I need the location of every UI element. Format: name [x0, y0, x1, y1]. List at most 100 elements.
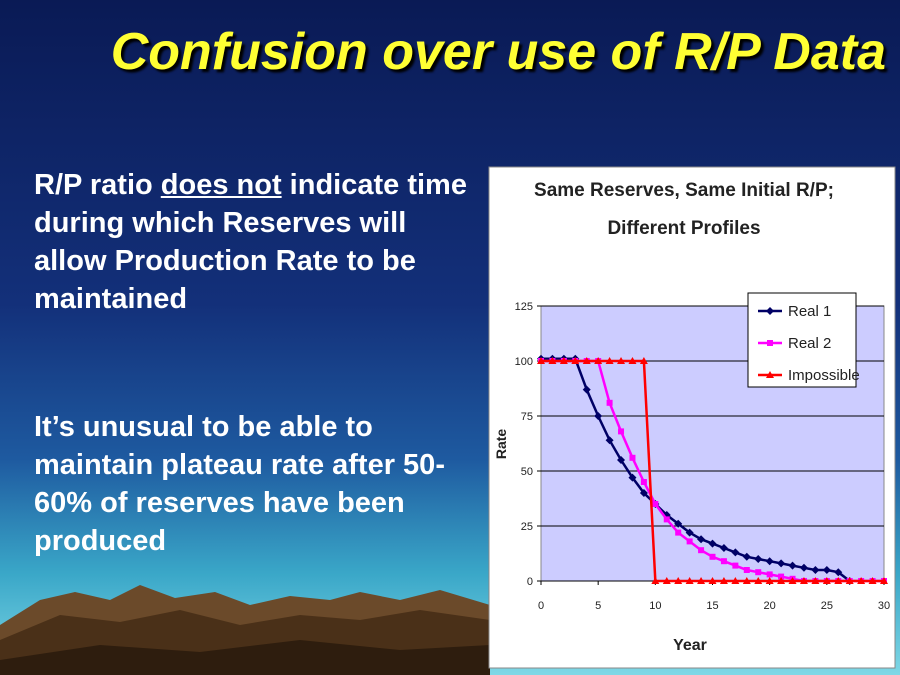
- data-point: [663, 516, 670, 523]
- data-point: [788, 561, 797, 570]
- data-point: [766, 571, 773, 578]
- data-point: [732, 562, 739, 569]
- data-point: [709, 553, 716, 560]
- data-point: [548, 357, 557, 364]
- data-point: [628, 357, 637, 364]
- legend-label: Real 2: [788, 335, 831, 352]
- bullet-text: R/P ratio: [34, 169, 161, 201]
- data-point: [662, 577, 671, 584]
- legend-marker: [767, 340, 773, 346]
- data-point: [651, 577, 660, 584]
- legend-marker: [766, 371, 774, 378]
- x-tick-label: 0: [538, 600, 544, 612]
- bullet-text: indicate time during which Reserves will…: [34, 169, 467, 315]
- data-point: [674, 519, 683, 528]
- data-point: [708, 577, 717, 584]
- data-point: [537, 357, 545, 364]
- data-point: [582, 385, 591, 394]
- data-point: [708, 539, 717, 548]
- x-tick-label: 20: [764, 600, 776, 612]
- data-point: [617, 357, 626, 364]
- data-point: [685, 528, 694, 537]
- data-point: [799, 577, 808, 584]
- data-point: [742, 552, 751, 561]
- data-point: [686, 538, 693, 545]
- legend-box: [747, 292, 857, 388]
- data-point: [697, 535, 706, 544]
- data-point: [755, 569, 762, 576]
- data-point: [765, 577, 774, 584]
- data-point: [719, 544, 728, 552]
- y-tick-label: 0: [527, 576, 533, 588]
- data-point: [698, 547, 705, 554]
- slide-title: Confusion over use of R/P Data: [110, 23, 886, 81]
- data-point: [594, 412, 603, 420]
- series-line: [541, 357, 851, 582]
- data-point: [618, 428, 625, 435]
- data-point: [628, 473, 637, 482]
- y-tick-label: 25: [521, 521, 533, 533]
- data-point: [811, 566, 820, 574]
- data-point: [777, 559, 786, 568]
- x-tick-label: 5: [595, 600, 601, 612]
- bullet: It’s unusual to be able to maintain plat…: [34, 408, 474, 560]
- data-point: [811, 577, 820, 584]
- data-point: [788, 577, 797, 584]
- y-tick-label: 100: [515, 356, 533, 368]
- data-point: [652, 501, 659, 507]
- data-point: [582, 357, 591, 364]
- x-axis-label: Year: [673, 637, 707, 654]
- data-point: [822, 577, 831, 584]
- legend-label: Real 1: [788, 303, 831, 320]
- data-point: [799, 563, 808, 572]
- data-point: [640, 479, 647, 485]
- data-point: [834, 568, 843, 577]
- data-point: [605, 357, 614, 364]
- data-point: [675, 529, 682, 536]
- y-tick-label: 125: [515, 301, 533, 313]
- bullet-text: It’s unusual to be able to maintain plat…: [34, 411, 445, 557]
- x-tick-label: 25: [821, 600, 833, 612]
- y-tick-label: 50: [521, 466, 533, 478]
- data-point: [606, 399, 613, 406]
- data-point: [778, 573, 785, 580]
- data-point: [674, 577, 683, 584]
- y-axis-label: Rate: [493, 429, 509, 460]
- data-point: [629, 454, 636, 461]
- data-point: [720, 558, 727, 565]
- data-point: [731, 577, 740, 584]
- data-point: [617, 456, 626, 464]
- y-tick-label: 75: [521, 411, 533, 423]
- chart-title: Same Reserves, Same Initial R/P;: [534, 180, 834, 201]
- data-point: [639, 489, 648, 497]
- data-point: [594, 357, 603, 364]
- data-point: [731, 548, 740, 557]
- data-point: [754, 577, 763, 584]
- data-point: [559, 357, 568, 364]
- data-point: [742, 577, 751, 584]
- data-point: [868, 577, 877, 584]
- data-point: [743, 567, 750, 573]
- data-point: [639, 357, 648, 364]
- data-point: [605, 436, 614, 445]
- data-point: [880, 577, 888, 584]
- data-point: [754, 555, 763, 563]
- data-point: [845, 577, 854, 584]
- data-point: [777, 577, 786, 584]
- x-tick-label: 30: [878, 600, 890, 612]
- legend-label: Impossible: [788, 367, 860, 384]
- data-point: [765, 557, 774, 566]
- x-tick-label: 10: [649, 600, 661, 612]
- data-point: [834, 577, 843, 584]
- data-point: [685, 577, 694, 584]
- x-tick-label: 15: [706, 600, 718, 612]
- data-point: [697, 577, 706, 584]
- bullet-emphasis: does not: [160, 169, 282, 201]
- data-point: [857, 577, 866, 584]
- data-point: [571, 357, 580, 364]
- chart-subtitle: Different Profiles: [607, 218, 760, 239]
- data-point: [822, 566, 831, 574]
